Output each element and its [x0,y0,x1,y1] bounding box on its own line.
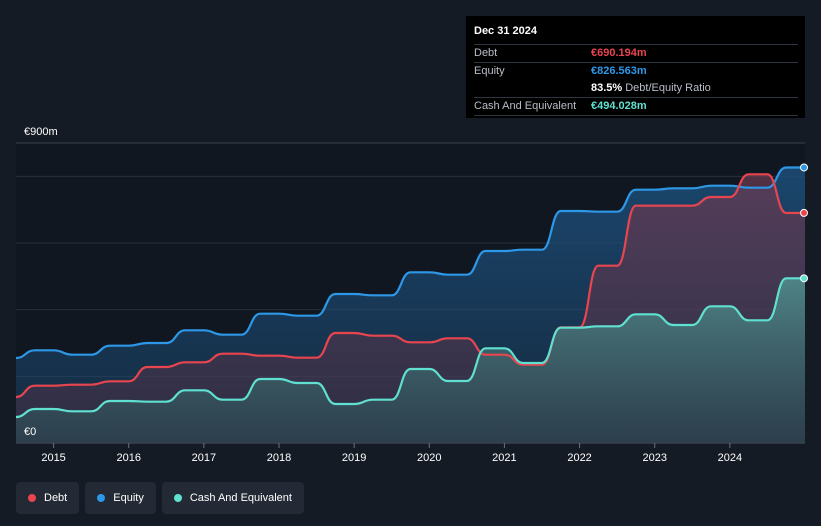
x-tick-label-2020: 2020 [417,452,441,464]
series-lines [15,166,805,419]
tooltip-ratio-label: Debt/Equity Ratio [625,82,711,94]
data-tooltip: Dec 31 2024 Debt €690.194m Equity €826.5… [466,16,805,118]
chart-legend: Debt Equity Cash And Equivalent [16,482,304,514]
legend-item-cash[interactable]: Cash And Equivalent [161,482,304,514]
y-axis-bottom-label: €0 [24,426,36,438]
tooltip-bottom-rule [474,115,798,133]
legend-dot-cash-icon [173,494,182,502]
tooltip-date: Dec 31 2024 [474,25,537,37]
end-markers [800,163,808,283]
x-tick-label-2017: 2017 [192,452,216,464]
tooltip-cash-value: €494.028m [591,100,647,112]
y-axis-top-label: €900m [24,126,58,138]
x-tick-label-2019: 2019 [342,452,366,464]
series-areas [16,167,805,444]
legend-label-equity: Equity [113,492,144,504]
x-tick-label-2021: 2021 [492,452,516,464]
x-tick-label-2015: 2015 [41,452,65,464]
line-cash [15,277,805,419]
x-axis-ticks: 2015 2016 2017 2018 2019 2020 2021 2022 2023 2024 [41,443,742,464]
legend-dot-debt-icon [28,494,36,502]
tooltip-debt-label: Debt [474,47,498,59]
x-tick-label-2023: 2023 [642,452,666,464]
tooltip-row-equity: Equity €826.563m [474,62,798,80]
tooltip-row-cash: Cash And Equivalent €494.028m [474,97,798,115]
line-equity [15,166,805,360]
end-marker-equity [800,163,808,172]
legend-item-debt[interactable]: Debt [16,482,80,514]
legend-item-equity[interactable]: Equity [85,482,156,514]
x-tick-label-2016: 2016 [116,452,140,464]
legend-label-cash: Cash And Equivalent [189,492,292,504]
legend-dot-equity-icon [97,494,106,502]
tooltip-equity-value: €826.563m [591,65,647,77]
x-tick-label-2022: 2022 [567,452,591,464]
end-marker-debt [800,208,808,217]
tooltip-ratio-spacer [474,80,591,97]
x-tick-label-2024: 2024 [718,452,742,464]
legend-label-debt: Debt [44,492,68,504]
line-debt [15,173,805,399]
tooltip-debt-value: €690.194m [591,47,647,59]
tooltip-equity-label: Equity [474,65,505,77]
tooltip-ratio-value: 83.5% [591,82,623,94]
tooltip-row-ratio: 83.5% Debt/Equity Ratio [474,80,798,97]
tooltip-row-debt: Debt €690.194m [474,44,798,62]
x-tick-label-2018: 2018 [267,452,291,464]
end-marker-cash [800,274,808,283]
tooltip-cash-label: Cash And Equivalent [474,100,577,112]
area-cash [16,278,805,443]
